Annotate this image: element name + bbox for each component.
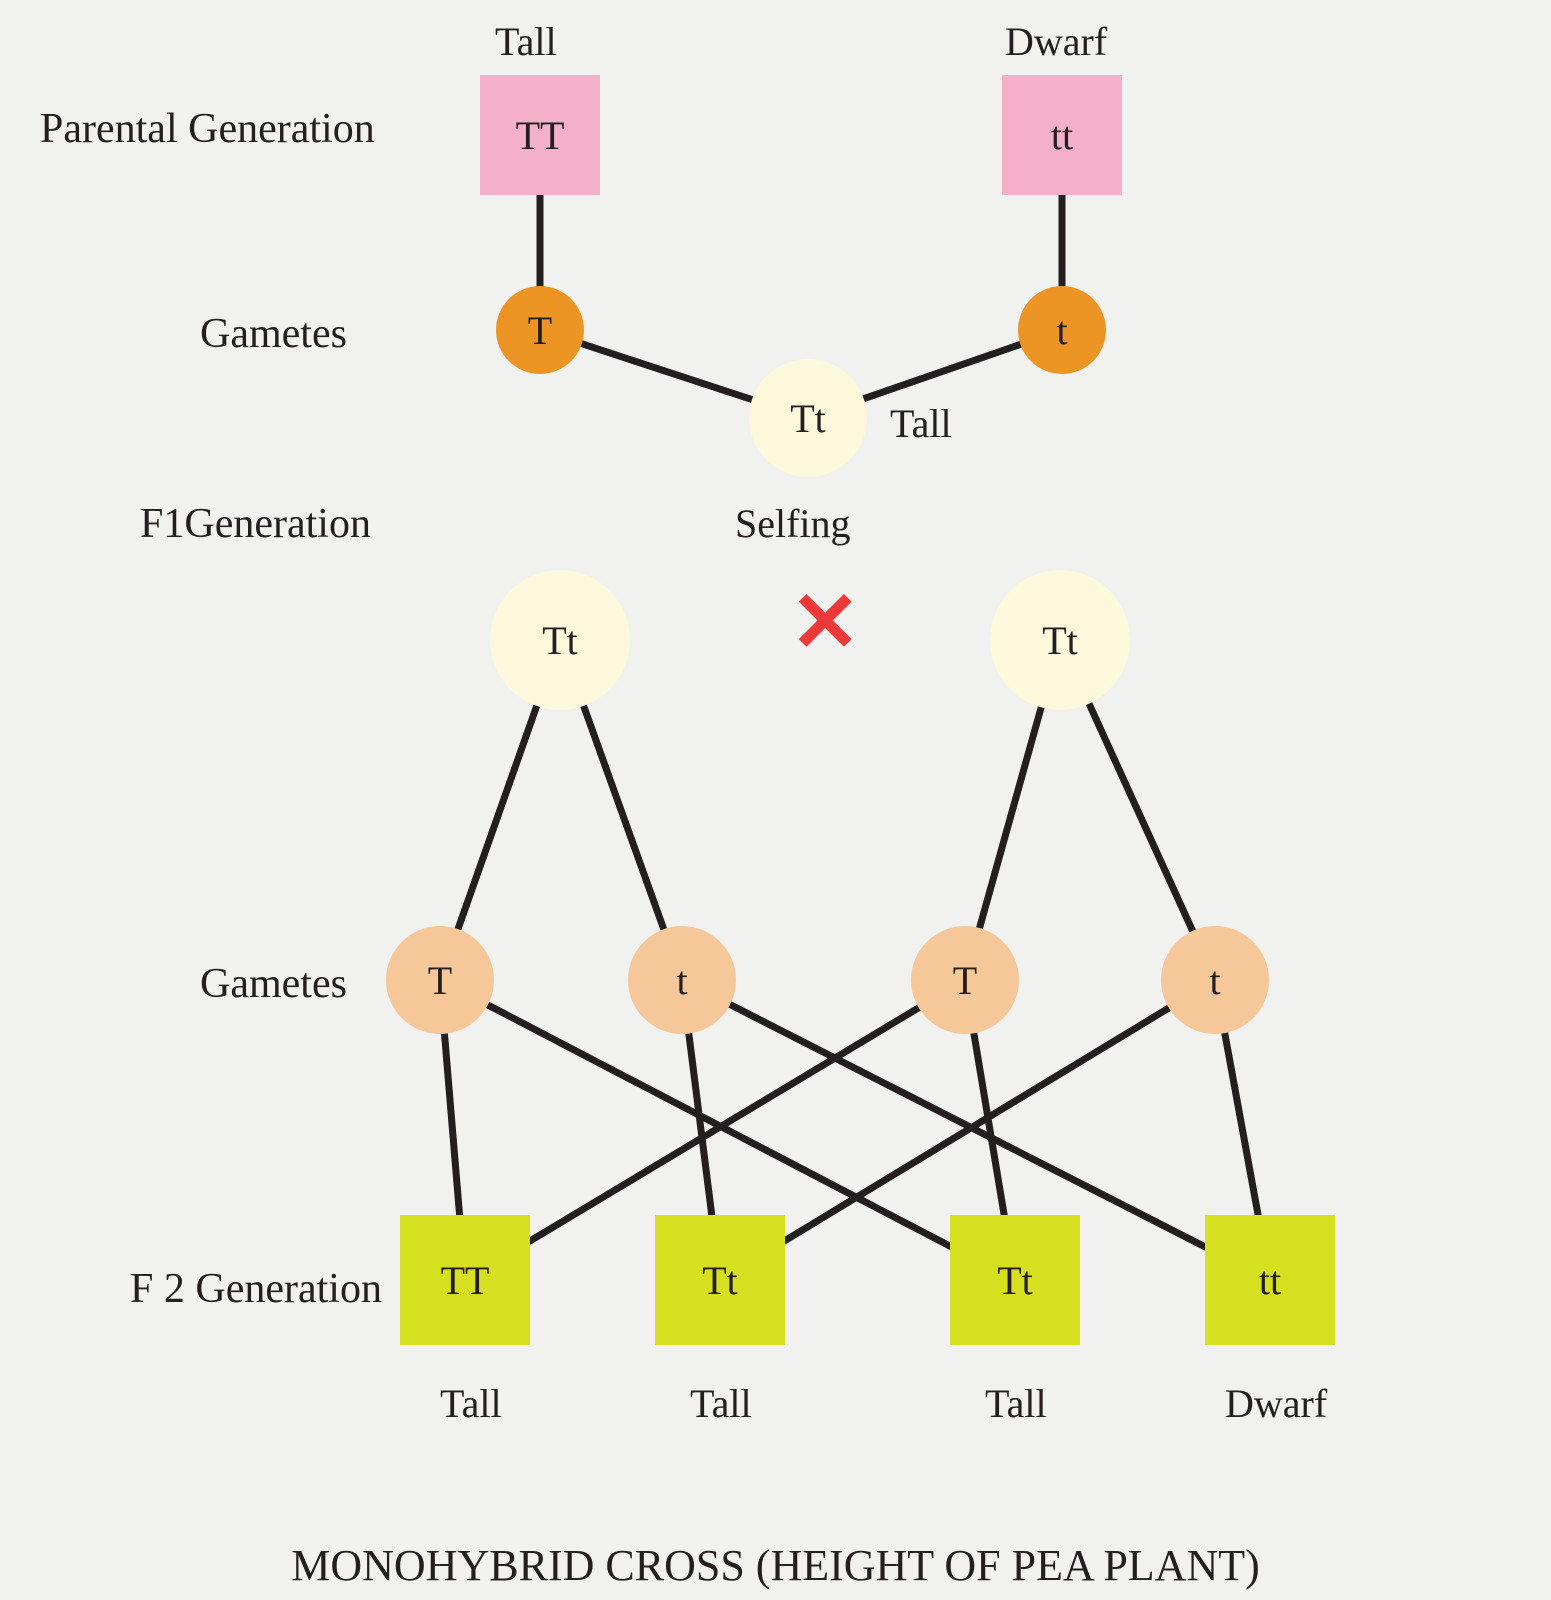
edge-GC-R1 (530, 1008, 919, 1241)
aux-label-selfing: Selfing (735, 500, 851, 547)
node-label-GB: t (676, 957, 687, 1004)
node-label-G1: T (528, 307, 552, 354)
aux-label-tall-p1: Tall (495, 18, 557, 65)
f2-pheno-f2p-2: Tall (690, 1380, 752, 1427)
node-label-S1: Tt (542, 617, 578, 664)
node-label-P2: tt (1051, 112, 1073, 159)
edge-GA-R1 (444, 1034, 459, 1215)
node-F1: Tt (749, 359, 867, 477)
node-label-GC: T (953, 957, 977, 1004)
row-label-f1: F1Generation (140, 500, 371, 548)
node-P2: tt (1002, 75, 1122, 195)
edge-GB-R4 (730, 1005, 1205, 1247)
edge-GB-R2 (689, 1034, 712, 1215)
node-label-S2: Tt (1042, 617, 1078, 664)
row-label-gametes-p: Gametes (200, 310, 347, 358)
node-label-GA: T (428, 957, 452, 1004)
diagram-stage: TTttTtTtTtTtTtTtTTTtTtttParental Generat… (0, 0, 1551, 1600)
node-label-GD: t (1209, 957, 1220, 1004)
selfing-cross-icon: ✕ (790, 573, 860, 672)
node-label-R2: Tt (702, 1257, 738, 1304)
aux-label-dwarf-p2: Dwarf (1005, 18, 1107, 65)
diagram-title: MONOHYBRID CROSS (HEIGHT OF PEA PLANT) (291, 1540, 1260, 1591)
node-GA: T (386, 926, 494, 1034)
row-label-gametes-f1: Gametes (200, 960, 347, 1008)
node-label-F1: Tt (790, 395, 826, 442)
row-label-f2: F 2 Generation (130, 1265, 382, 1313)
node-G1: T (496, 286, 584, 374)
node-R1: TT (400, 1215, 530, 1345)
aux-label-tall-f1: Tall (890, 400, 952, 447)
edge-GD-R4 (1225, 1033, 1258, 1215)
node-R4: tt (1205, 1215, 1335, 1345)
edges-layer (0, 0, 1551, 1600)
node-label-R1: TT (441, 1257, 490, 1304)
edge-S1-GB (584, 706, 664, 929)
node-P1: TT (480, 75, 600, 195)
f2-pheno-f2p-1: Tall (440, 1380, 502, 1427)
node-label-R4: tt (1259, 1257, 1281, 1304)
f2-pheno-f2p-3: Tall (985, 1380, 1047, 1427)
edge-S2-GC (980, 707, 1042, 928)
f2-pheno-f2p-4: Dwarf (1225, 1380, 1327, 1427)
row-label-parental: Parental Generation (40, 105, 375, 153)
node-R2: Tt (655, 1215, 785, 1345)
node-G2: t (1018, 286, 1106, 374)
edge-G1-F1 (582, 344, 752, 400)
node-label-R3: Tt (997, 1257, 1033, 1304)
node-S1: Tt (490, 570, 630, 710)
edge-G2-F1 (864, 344, 1021, 398)
node-label-P1: TT (516, 112, 565, 159)
edge-S2-GD (1089, 704, 1193, 931)
node-S2: Tt (990, 570, 1130, 710)
node-GC: T (911, 926, 1019, 1034)
node-GB: t (628, 926, 736, 1034)
edge-S1-GA (458, 706, 537, 929)
node-label-G2: t (1056, 307, 1067, 354)
node-R3: Tt (950, 1215, 1080, 1345)
node-GD: t (1161, 926, 1269, 1034)
